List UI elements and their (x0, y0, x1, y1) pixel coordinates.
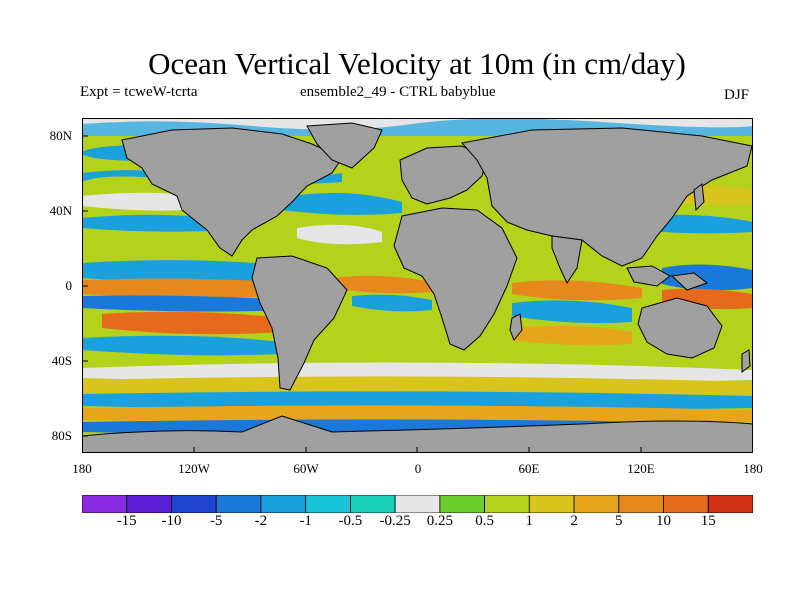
colorbar-tick-label: -0.25 (379, 513, 411, 529)
landmass-asia (461, 127, 753, 267)
colorbar-swatch (618, 495, 664, 513)
landmass-africa (393, 207, 518, 351)
colorbar-tick-label: 5 (615, 513, 623, 529)
equatorial-band (102, 311, 282, 335)
landmass-greenland (306, 122, 383, 169)
landmass-indonesia (626, 265, 671, 287)
indian-ocean-band (512, 300, 632, 324)
southern-ocean-band (82, 391, 753, 411)
season-label: DJF (724, 87, 750, 103)
north-atlantic-band (297, 224, 382, 245)
colorbar-tick-label: -10 (161, 513, 182, 529)
colorbar-tick-label: 15 (700, 513, 716, 529)
lon-tick-label: 180 (72, 461, 92, 476)
lon-tick-label: 60W (293, 461, 319, 476)
ensemble-label: ensemble2_49 - CTRL babyblue (300, 84, 496, 100)
colorbar-swatch (305, 495, 351, 513)
lat-tick-label: 40N (49, 203, 72, 218)
lon-tick-label: 120E (627, 461, 655, 476)
southern-ocean-band (82, 405, 753, 425)
equatorial-band (82, 278, 292, 298)
landmass-north-america (121, 127, 343, 257)
axis-ticks (82, 135, 642, 453)
colorbar-tick-label: -0.5 (338, 513, 363, 529)
colorbar-tick-label: -15 (116, 513, 137, 529)
colorbar-swatch (439, 495, 485, 513)
south-pacific-band (82, 335, 282, 356)
experiment-label: Expt = tcweW-tcrta (80, 84, 198, 100)
lon-tick-label: 0 (414, 461, 422, 476)
chart-title: Ocean Vertical Velocity at 10m (in cm/da… (148, 46, 686, 81)
equatorial-band (82, 295, 292, 312)
equatorial-band (352, 294, 432, 312)
colorbar-swatch (126, 495, 172, 513)
colorbar-swatch (484, 495, 530, 513)
map-panel (82, 118, 753, 453)
continents (82, 122, 753, 453)
colorbar-swatch (349, 495, 396, 513)
landmass-india (551, 235, 583, 285)
north-atlantic-band (282, 192, 402, 215)
colorbar-tick-label: -1 (299, 513, 312, 529)
colorbar-swatch (573, 495, 620, 513)
landmass-antarctica (82, 415, 753, 453)
landmass-europe (399, 145, 488, 205)
colorbar-tick-label: -5 (209, 513, 223, 529)
landmass-new-zealand (741, 349, 751, 373)
lon-tick-label: 120W (178, 461, 210, 476)
lat-tick-label: 80N (49, 128, 72, 143)
lon-tick-label: 60E (518, 461, 540, 476)
colorbar-swatch (707, 495, 753, 513)
equatorial-band (332, 275, 432, 294)
colorbar-swatch (215, 495, 262, 513)
colorbar-tick-label: 0.25 (426, 513, 454, 529)
colorbar-tick-label: 1 (525, 513, 534, 529)
indian-ocean-band (512, 280, 642, 301)
equatorial-band (82, 260, 292, 283)
colorbar-swatch (171, 495, 217, 513)
landmass-japan (693, 183, 705, 212)
lat-tick-label: 40S (51, 353, 72, 368)
landmass-madagascar (509, 313, 523, 341)
colorbar-tick-label: -2 (254, 513, 268, 529)
colorbar-swatch (528, 495, 575, 513)
colorbar-tick-label: 2 (570, 513, 578, 529)
landmass-new-guinea (670, 272, 709, 291)
colorbar-swatch (394, 495, 441, 513)
colorbar-tick-label: 0.5 (475, 513, 494, 529)
lon-tick-label: 180 (743, 461, 763, 476)
colorbar-tick-label: 10 (656, 513, 671, 529)
indian-ocean-band (512, 325, 632, 346)
colorbar-swatch (260, 495, 307, 513)
velocity-field-map (82, 118, 753, 453)
lat-tick-label: 80S (51, 428, 72, 443)
colorbar-swatch (82, 495, 128, 513)
landmass-australia (637, 297, 723, 359)
colorbar (82, 495, 753, 513)
landmass-south-america (251, 255, 348, 391)
colorbar-swatch (663, 495, 709, 513)
lat-tick-label: 0 (65, 278, 73, 293)
southern-ocean-band (82, 376, 753, 397)
